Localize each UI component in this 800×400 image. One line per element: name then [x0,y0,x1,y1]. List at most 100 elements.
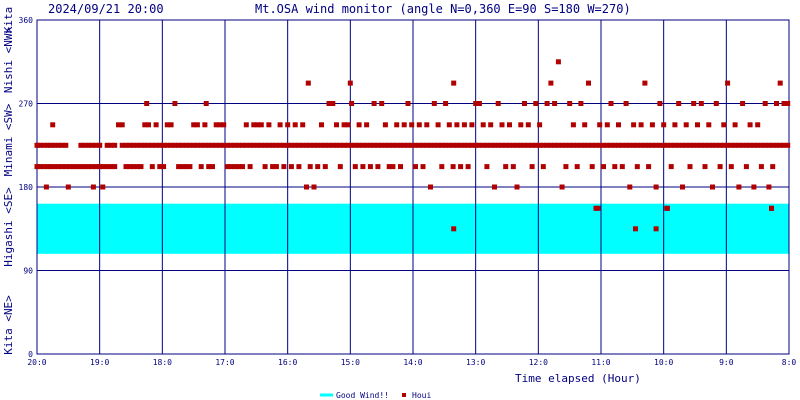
houi-point [304,142,309,148]
houi-point [112,164,118,170]
houi-point [367,142,373,148]
houi-point [713,101,719,106]
houi-point [138,142,144,148]
houi-point [631,142,637,148]
houi-point [315,164,321,170]
houi-point [100,184,106,190]
houi-point [210,164,215,170]
houi-point [642,80,648,86]
houi-point [146,122,151,128]
houi-point [634,142,640,148]
houi-point [668,164,674,170]
houi-point [104,164,110,170]
houi-point [627,184,633,190]
houi-point [582,122,588,128]
houi-point [203,101,209,106]
houi-point [443,142,449,148]
houi-point [285,142,291,148]
houi-point [221,142,227,148]
houi-point [258,122,264,128]
houi-point [435,122,441,128]
houi-point [476,142,482,148]
houi-point [781,142,787,148]
houi-point [232,164,238,170]
houi-point [522,142,527,148]
houi-point [416,122,422,128]
houi-point [281,164,287,170]
houi-point [706,122,712,128]
houi-point [450,142,456,148]
houi-point [458,142,464,148]
houi-point [461,142,467,148]
houi-point [612,164,618,170]
houi-point [537,122,543,128]
houi-point [537,142,543,148]
houi-point [360,164,366,170]
houi-point [469,122,475,128]
houi-point [552,101,558,106]
houi-point [623,142,629,148]
houi-point [777,142,783,148]
houi-point [424,142,430,148]
x-tick-label: 20:0 [27,358,46,367]
houi-point [439,142,445,148]
houi-point [578,142,584,148]
houi-point [266,122,272,128]
houi-point [149,142,155,148]
houi-point [232,142,238,148]
houi-point [597,122,603,128]
houi-point [728,142,734,148]
houi-point [683,122,689,128]
houi-point [567,101,573,106]
y-direction-label: Kita <NE> [2,295,15,355]
x-tick-label: 11:0 [591,358,610,367]
houi-point [345,142,351,148]
houi-point [119,122,125,128]
houi-point [480,142,486,148]
houi-point [476,101,482,106]
houi-point [525,122,531,128]
houi-point [717,142,723,148]
chart-timestamp: 2024/09/21 20:00 [48,2,164,16]
houi-point [428,184,433,190]
houi-point [104,142,110,148]
houi-point [525,142,531,148]
houi-point [725,142,731,148]
houi-point [616,142,621,148]
houi-point [751,184,757,190]
houi-point [777,80,783,86]
houi-point [548,80,554,86]
houi-point [394,122,400,128]
houi-point [398,142,403,148]
houi-point [451,226,457,232]
houi-point [458,164,464,170]
houi-point [277,122,283,128]
houi-point [661,142,667,148]
houi-point [315,142,321,148]
houi-point [533,101,539,106]
houi-point [386,142,392,148]
houi-point [93,142,99,148]
houi-point [288,164,294,170]
houi-point [529,164,535,170]
houi-point [364,122,370,128]
houi-point [179,164,185,170]
houi-point [488,122,494,128]
houi-point [131,164,136,170]
houi-point [85,164,91,170]
houi-point [112,142,118,148]
houi-point [623,101,629,106]
houi-point [653,142,659,148]
houi-point [574,142,580,148]
houi-point [510,164,516,170]
houi-point [755,142,761,148]
houi-point [601,164,606,170]
houi-point [762,101,768,106]
houi-point [473,101,479,106]
houi-point [371,142,377,148]
houi-point [337,164,343,170]
houi-point [484,142,490,148]
houi-point [428,142,433,148]
houi-point [251,142,257,148]
houi-point [492,142,497,148]
